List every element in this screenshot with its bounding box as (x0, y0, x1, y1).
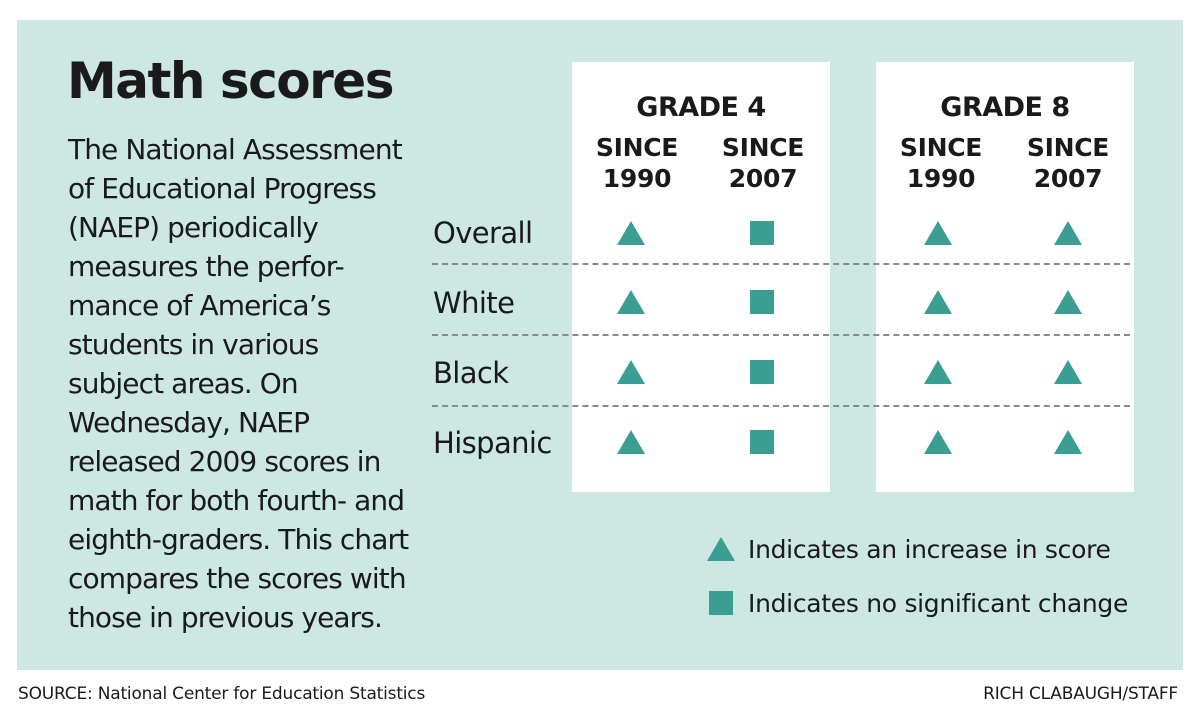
intro-line: subject areas. On (68, 367, 299, 400)
intro-line: measures the perfor- (68, 250, 345, 283)
intro-line: eighth-graders. This chart (68, 523, 409, 556)
grade-8-box (876, 62, 1134, 492)
legend-text-no-change: Indicates no significant change (748, 588, 1129, 618)
row-label-hispanic: Hispanic (433, 426, 552, 460)
increase-triangle-marker (1054, 290, 1082, 314)
row-divider (432, 334, 1130, 336)
no-change-square-marker (750, 360, 774, 384)
column-header-line: SINCE (721, 133, 805, 162)
source-note: SOURCE: National Center for Education St… (18, 684, 426, 704)
no-change-square-marker (750, 430, 774, 454)
graphic-credit: RICH CLABAUGH/STAFF (983, 684, 1178, 704)
intro-line: mance of America’s (68, 289, 331, 322)
intro-line: students in various (68, 328, 319, 361)
legend-triangle-icon (707, 537, 735, 561)
intro-line: released 2009 scores in (68, 445, 381, 478)
increase-triangle-marker (924, 430, 952, 454)
intro-text: The National Assessment of Educational Pr… (68, 130, 440, 637)
graphic-title: Math scores (67, 52, 394, 110)
column-header-year: 2007 (1033, 164, 1103, 193)
column-header-line: SINCE (595, 133, 679, 162)
increase-triangle-marker (924, 360, 952, 384)
grade-4-title: GRADE 4 (636, 92, 766, 123)
row-divider (432, 405, 1130, 407)
increase-triangle-marker (1054, 360, 1082, 384)
legend-item-no-change: Indicates no significant change (706, 587, 1128, 619)
increase-triangle-marker (617, 290, 645, 314)
intro-line: Wednesday, NAEP (68, 406, 310, 439)
no-change-square-marker (750, 290, 774, 314)
increase-triangle-marker (924, 290, 952, 314)
intro-line: The National Assessment (68, 133, 403, 166)
row-label-black: Black (433, 356, 509, 390)
column-header-year: 1990 (906, 164, 976, 193)
intro-line: compares the scores with (68, 562, 407, 595)
increase-triangle-marker (617, 430, 645, 454)
grade-4-box (572, 62, 830, 492)
row-label-white: White (433, 286, 515, 320)
row-label-overall: Overall (433, 216, 533, 250)
intro-line: (NAEP) periodically (68, 211, 319, 244)
increase-triangle-marker (924, 221, 952, 245)
increase-triangle-marker (1054, 221, 1082, 245)
legend-text-increase: Indicates an increase in score (748, 534, 1111, 564)
intro-line: of Educational Progress (68, 172, 377, 205)
row-divider (432, 263, 1130, 265)
column-header-line: SINCE (899, 133, 983, 162)
grade-8-title: GRADE 8 (940, 92, 1070, 123)
column-header-grade-8-since-2007: SINCE 2007 (1013, 132, 1123, 194)
column-header-grade-4-since-1990: SINCE 1990 (582, 132, 692, 194)
intro-line: math for both fourth- and (68, 484, 405, 517)
column-header-year: 1990 (602, 164, 672, 193)
legend-square-icon (709, 591, 733, 615)
column-header-grade-4-since-2007: SINCE 2007 (708, 132, 818, 194)
column-header-line: SINCE (1026, 133, 1110, 162)
legend-item-increase: Indicates an increase in score (706, 533, 1111, 565)
increase-triangle-marker (617, 221, 645, 245)
column-header-grade-8-since-1990: SINCE 1990 (886, 132, 996, 194)
increase-triangle-marker (1054, 430, 1082, 454)
no-change-square-marker (750, 221, 774, 245)
intro-line: those in previous years. (68, 601, 383, 634)
increase-triangle-marker (617, 360, 645, 384)
column-header-year: 2007 (728, 164, 798, 193)
